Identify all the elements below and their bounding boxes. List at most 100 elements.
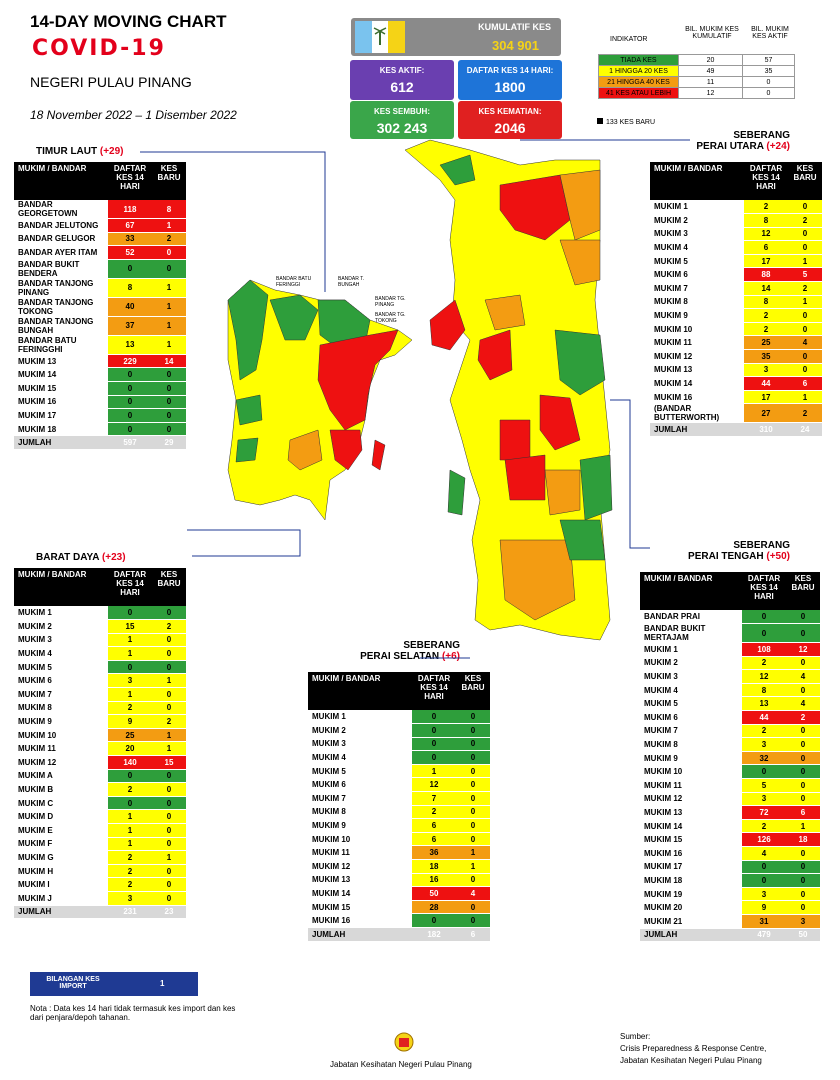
daftar-value: 13	[108, 335, 152, 355]
source-label: Sumber:	[620, 1032, 651, 1041]
table-row: MUKIM 12 3 0	[640, 792, 820, 807]
mukim-name: BANDAR PRAI	[640, 610, 742, 625]
total-label: JUMLAH	[308, 927, 412, 942]
daftar-value: 9	[742, 900, 786, 915]
mukim-name: MUKIM 12	[650, 349, 744, 364]
spu-name-1: SEBERANG	[733, 130, 790, 141]
malaysia-crest-icon	[394, 1032, 414, 1052]
daftar-value: 8	[742, 683, 786, 698]
daftar-value: 2	[108, 782, 152, 797]
map-label-tanjong-pinang: BANDAR TG. PINANG	[375, 296, 406, 308]
mukim-name: MUKIM 12	[308, 859, 412, 874]
mukim-name: MUKIM 7	[650, 281, 744, 296]
daftar-value: 33	[108, 232, 152, 247]
indicator-row: 41 KES ATAU LEBIH 12 0	[598, 87, 795, 99]
kematian-label: KES KEMATIAN:	[478, 107, 542, 116]
baru-value: 0	[786, 623, 820, 644]
sps-delta: (+6)	[441, 651, 460, 662]
daftar-value: 0	[108, 381, 152, 396]
daftar-value: 2	[108, 850, 152, 865]
total-daftar: 231	[108, 905, 152, 920]
daftar-value: 25	[108, 728, 152, 743]
table-row: MUKIM 10 0 0	[640, 764, 820, 780]
baru-value: 18	[786, 832, 820, 847]
sps-name-1: SEBERANG	[403, 640, 460, 651]
table-row: MUKIM 14 2 1	[640, 819, 820, 834]
table-row: MUKIM 19 3 0	[640, 887, 820, 902]
daftar-value: 37	[108, 316, 152, 336]
sps-name-2: PERAI SELATAN	[360, 651, 440, 662]
baru-value: 0	[456, 873, 490, 888]
total-row: JUMLAH 310 24	[650, 422, 822, 437]
daftar-value: 3	[742, 737, 786, 752]
daftar-value: 2	[108, 864, 152, 879]
baru-value: 0	[152, 408, 186, 423]
table-row: MUKIM 13 3 0	[650, 363, 822, 378]
mukim-name: MUKIM 8	[640, 737, 742, 752]
baru-value: 0	[152, 877, 186, 892]
daftar-header: DAFTAR KES 14 HARI	[744, 162, 788, 200]
baru-value: 0	[456, 723, 490, 738]
daftar-label: DAFTAR KES 14 HARI:	[466, 66, 554, 75]
table-row: BANDAR BATU FERINGGHI 13 1	[14, 335, 186, 355]
daftar-value: 2	[742, 819, 786, 834]
daftar-value: 3	[742, 887, 786, 902]
daftar-value: 6	[744, 240, 788, 255]
baru-value: 2	[152, 619, 186, 634]
baru-value: 0	[152, 796, 186, 811]
mukim-name: BANDAR TANJONG TOKONG	[14, 297, 108, 317]
daftar-value: 0	[108, 408, 152, 423]
mukim-name: MUKIM 10	[14, 728, 108, 743]
mukim-name: MUKIM 4	[14, 646, 108, 661]
baru-value: 0	[786, 778, 820, 793]
mukim-name: MUKIM 3	[308, 737, 412, 752]
baru-value: 1	[456, 859, 490, 874]
daftar-value: 25	[744, 335, 788, 351]
table-row: BANDAR PRAI 0 0	[640, 610, 820, 625]
new-cases-legend-label: 133 KES BARU	[606, 119, 656, 126]
table-row: MUKIM 15 28 0	[308, 900, 490, 915]
sps-table: MUKIM / BANDAR DAFTAR KES 14 HARI KES BARU…	[308, 672, 490, 942]
daftar-header: DAFTAR KES 14 HARI	[108, 568, 152, 606]
mukim-name: MUKIM 2	[650, 213, 744, 228]
table-row: MUKIM 1 108 12	[640, 642, 820, 657]
table-row: MUKIM 17 0 0	[640, 860, 820, 875]
daftar-value: 0	[108, 796, 152, 811]
table-row: MUKIM 11 20 1	[14, 741, 186, 757]
baru-value: 1	[788, 295, 822, 310]
map-label-tanjong-bungah: BANDAR T. BUNGAH	[338, 276, 365, 288]
indicator-table: TIADA KES 20 57 1 HINGGA 20 KES 49 35 21 HINGG…	[598, 54, 795, 99]
daftar-value: 0	[108, 422, 152, 437]
spt-title: SEBERANG PERAI TENGAH (+50)	[640, 540, 790, 562]
baru-value: 0	[152, 701, 186, 716]
baru-value: 1	[152, 218, 186, 233]
kumulatif-value: 304 901	[492, 38, 539, 53]
footnote: Nota : Data kes 14 hari tidak termasuk k…	[30, 1004, 236, 1022]
mukim-name: MUKIM 18	[640, 873, 742, 888]
bil-kumulatif-heading: BIL. MUKIM KES KUMULATIF	[685, 26, 739, 40]
baru-value: 2	[152, 714, 186, 729]
chart-subtitle: COVID-19	[32, 36, 166, 61]
barat-daya-table: MUKIM / BANDAR DAFTAR KES 14 HARI KES BARU…	[14, 568, 186, 920]
seberang-perai	[404, 139, 613, 641]
baru-value: 2	[786, 710, 820, 725]
table-row: MUKIM 21 31 3	[640, 914, 820, 929]
total-label: JUMLAH	[14, 435, 108, 450]
daftar-value: 0	[108, 395, 152, 410]
daftar-value: 2	[108, 877, 152, 892]
source-line-2: Jabatan Kesihatan Negeri Pulau Pinang	[620, 1056, 762, 1065]
table-row: MUKIM 3 12 0	[650, 227, 822, 242]
daftar-value: 2	[742, 656, 786, 671]
mukim-name: BANDAR BUKIT MERTAJAM	[640, 623, 742, 644]
table-header-row: MUKIM / BANDAR DAFTAR KES 14 HARI KES BARU	[640, 572, 820, 610]
daftar-value: 1	[108, 837, 152, 852]
daftar-value: 0	[108, 606, 152, 621]
mukim-name: MUKIM J	[14, 891, 108, 906]
baru-value: 0	[456, 805, 490, 820]
